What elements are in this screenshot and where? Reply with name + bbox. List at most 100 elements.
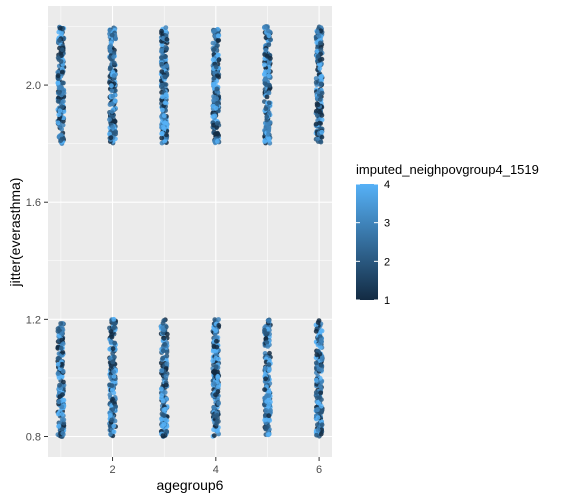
data-point — [57, 90, 62, 95]
data-point — [163, 74, 168, 79]
data-point — [216, 34, 221, 39]
data-point — [111, 94, 116, 99]
data-point — [320, 113, 325, 118]
data-point — [319, 397, 324, 402]
data-point — [113, 129, 118, 134]
data-point — [60, 431, 65, 436]
data-point — [319, 432, 324, 437]
data-point — [165, 37, 170, 42]
data-point — [317, 66, 322, 71]
data-point — [215, 43, 220, 48]
y-tick-label: 2.0 — [26, 80, 41, 92]
data-point — [262, 62, 267, 67]
data-point — [57, 38, 62, 43]
data-point — [60, 70, 65, 75]
data-point — [60, 350, 65, 355]
data-point — [263, 77, 268, 82]
data-point — [266, 69, 271, 74]
data-point — [113, 98, 118, 103]
data-point — [107, 117, 112, 122]
data-point — [212, 47, 217, 52]
data-point — [266, 319, 271, 324]
data-point — [160, 356, 165, 361]
data-point — [112, 73, 117, 78]
data-point — [108, 413, 113, 418]
legend: imputed_neighpovgroup4_1519 1 2 3 4 — [356, 162, 539, 307]
data-point — [262, 72, 267, 77]
data-point — [159, 368, 164, 373]
data-point — [113, 404, 118, 409]
data-point — [57, 399, 62, 404]
data-point — [112, 429, 117, 434]
data-point — [159, 69, 164, 74]
data-point — [319, 82, 324, 87]
data-point — [57, 86, 62, 91]
data-point — [163, 54, 168, 59]
data-point — [267, 83, 272, 88]
data-point — [212, 381, 217, 386]
data-point — [267, 101, 272, 106]
data-point — [211, 104, 216, 109]
data-point — [163, 25, 168, 30]
data-point — [215, 413, 220, 418]
data-point — [159, 387, 164, 392]
data-point — [57, 383, 62, 388]
data-point — [60, 47, 65, 52]
data-point — [161, 125, 166, 130]
data-point — [212, 114, 217, 119]
data-point — [159, 62, 164, 67]
data-point — [211, 57, 216, 62]
data-point — [315, 30, 320, 35]
data-point — [316, 415, 321, 420]
data-point — [319, 74, 324, 79]
panel-background — [48, 6, 332, 457]
data-point — [161, 433, 166, 438]
data-point — [264, 114, 269, 119]
data-point — [61, 380, 66, 385]
data-point — [263, 106, 268, 111]
data-point — [262, 139, 267, 144]
y-tick-label: 1.2 — [26, 314, 41, 326]
data-point — [109, 135, 114, 140]
data-point — [320, 91, 325, 96]
data-point — [165, 332, 170, 337]
data-point — [110, 332, 115, 337]
data-point — [317, 34, 322, 39]
data-point — [212, 344, 217, 349]
data-point — [111, 346, 116, 351]
data-point — [164, 46, 169, 51]
data-point — [56, 120, 61, 125]
data-point — [215, 374, 220, 379]
data-point — [110, 360, 115, 365]
data-point — [215, 121, 220, 126]
data-point — [216, 323, 221, 328]
data-point — [161, 348, 166, 353]
y-axis-title: jitter(everasthma) — [7, 178, 23, 288]
data-point — [164, 92, 169, 97]
data-point — [160, 325, 165, 330]
data-point — [160, 131, 165, 136]
data-point — [314, 361, 319, 366]
data-point — [215, 73, 220, 78]
data-point — [263, 366, 268, 371]
data-point — [59, 346, 64, 351]
data-point — [314, 433, 319, 438]
data-point — [316, 54, 321, 59]
data-point — [318, 97, 323, 102]
data-point — [110, 125, 115, 130]
data-point — [165, 361, 170, 366]
data-point — [215, 139, 220, 144]
data-point — [212, 433, 217, 438]
data-point — [314, 390, 319, 395]
data-point — [213, 82, 218, 87]
data-point — [216, 38, 221, 43]
data-point — [112, 61, 117, 66]
data-point — [62, 91, 67, 96]
data-point — [160, 108, 165, 113]
data-point — [262, 387, 267, 392]
data-point — [214, 96, 219, 101]
data-point — [112, 341, 117, 346]
data-point — [58, 138, 63, 143]
data-point — [162, 113, 167, 118]
data-point — [56, 362, 61, 367]
